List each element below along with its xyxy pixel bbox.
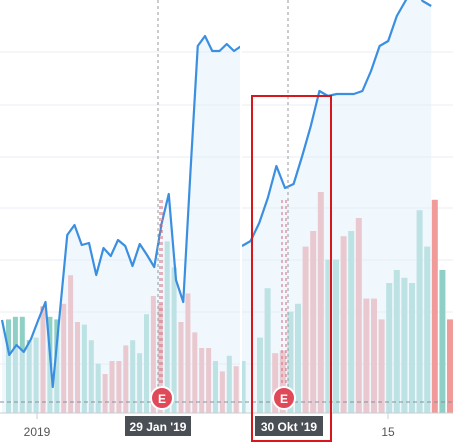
highlight-box (251, 95, 332, 442)
x-axis: 2019 15 (24, 425, 395, 439)
event-markers: E E (150, 386, 296, 410)
date-label-1-text: 29 Jan '19 (130, 420, 187, 434)
date-labels: 29 Jan '19 30 Okt '19 (125, 416, 323, 436)
x-tick-label-15: 15 (381, 425, 395, 439)
volume-bar (431, 199, 438, 413)
price-area-2 (242, 0, 432, 413)
volume-bar (439, 270, 446, 413)
price-line (0, 0, 432, 413)
price-line-2 (241, 0, 432, 247)
date-label-2: 30 Okt '19 (255, 416, 323, 436)
event-marker-2-letter[interactable]: E (280, 392, 288, 406)
price-area-1 (2, 36, 242, 413)
event-marker-2-circle[interactable] (272, 386, 296, 410)
event-marker-1-circle[interactable] (150, 386, 174, 410)
date-label-1-box (125, 416, 191, 436)
event-marker-1[interactable]: E (150, 386, 174, 410)
x-tick-label-2019: 2019 (24, 425, 51, 439)
date-label-2-text: 30 Okt '19 (261, 420, 318, 434)
event-marker-2[interactable]: E (272, 386, 296, 410)
event-marker-1-letter[interactable]: E (158, 392, 166, 406)
price-line-1 (0, 34, 242, 389)
date-label-2-box (255, 416, 323, 436)
chart-overlays (0, 0, 453, 419)
date-label-1: 29 Jan '19 (125, 416, 191, 436)
volume-bar (447, 319, 453, 413)
